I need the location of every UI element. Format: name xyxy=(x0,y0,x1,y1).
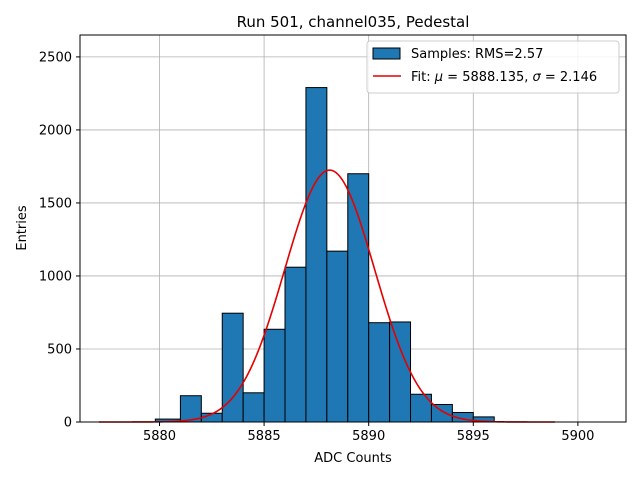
histogram-bar xyxy=(326,250,349,423)
legend-mu-value: = 5888.135, xyxy=(443,70,532,85)
fit-curve-layer xyxy=(98,169,555,423)
histogram-bar xyxy=(263,328,286,423)
histogram-bar xyxy=(242,392,265,423)
legend-hist-swatch xyxy=(372,47,401,60)
plot-area-frame xyxy=(79,34,627,423)
histogram-bar xyxy=(430,403,453,423)
histogram-bars xyxy=(154,87,495,423)
y-tick-label: 2500 xyxy=(39,50,72,65)
legend: Samples: RMS=2.57 Fit: μ = 5888.135, σ =… xyxy=(366,40,620,94)
histogram-bar xyxy=(347,173,370,423)
y-tick-label: 2000 xyxy=(39,123,72,138)
y-tick-label: 1000 xyxy=(39,269,72,284)
legend-mu-symbol: μ xyxy=(434,70,443,85)
histogram-bar xyxy=(284,266,307,423)
x-tick-label: 5890 xyxy=(352,429,385,444)
x-axis-label: ADC Counts xyxy=(314,451,392,466)
y-axis-label: Entries xyxy=(15,205,30,251)
x-axis-ticks: 5880 5885 5890 5895 5900 xyxy=(143,422,594,444)
histogram-bar xyxy=(305,87,328,423)
legend-sigma-value: = 2.146 xyxy=(541,70,597,85)
x-tick-label: 5885 xyxy=(248,429,281,444)
y-tick-label: 1500 xyxy=(39,196,72,211)
legend-sigma-symbol: σ xyxy=(533,70,542,85)
y-axis-ticks: 0 500 1000 1500 2000 2500 xyxy=(39,50,80,431)
histogram-bar xyxy=(389,321,412,423)
gaussian-fit-curve xyxy=(98,169,555,423)
y-tick-label: 0 xyxy=(64,416,72,431)
histogram-bar xyxy=(368,322,391,423)
legend-box xyxy=(366,40,620,94)
x-tick-label: 5900 xyxy=(561,429,594,444)
x-tick-label: 5895 xyxy=(457,429,490,444)
legend-fit-prefix: Fit: xyxy=(411,70,435,85)
y-tick-label: 500 xyxy=(47,342,72,357)
x-tick-label: 5880 xyxy=(143,429,176,444)
chart-title: Run 501, channel035, Pedestal xyxy=(237,13,470,31)
legend-fit-label: Fit: μ = 5888.135, σ = 2.146 xyxy=(411,70,597,85)
legend-hist-label: Samples: RMS=2.57 xyxy=(411,47,543,62)
